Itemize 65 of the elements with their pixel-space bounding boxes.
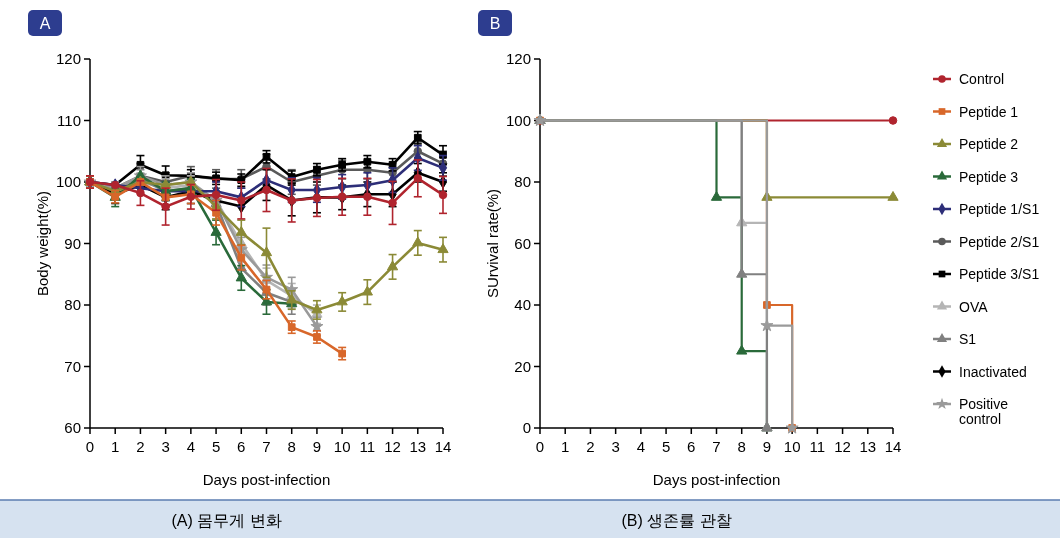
legend-label: S1	[959, 331, 977, 347]
y-axis-title: Body weight(%)	[34, 190, 51, 297]
x-tick-label: 12	[834, 438, 851, 455]
legend-label: Peptide 2	[959, 136, 1019, 152]
y-tick-label: 80	[64, 296, 81, 313]
legend-label: Peptide 3/S1	[959, 266, 1040, 282]
x-tick-label: 13	[859, 438, 877, 455]
y-tick-label: 80	[514, 173, 531, 190]
chart-title: A	[39, 15, 51, 32]
x-tick-label: 8	[737, 438, 746, 455]
y-tick-label: 40	[514, 296, 531, 313]
x-tick-label: 13	[409, 438, 427, 455]
x-tick-label: 3	[161, 438, 170, 455]
x-tick-label: 10	[333, 438, 351, 455]
x-tick-label: 6	[687, 438, 696, 455]
y-tick-label: 60	[64, 419, 81, 436]
x-tick-label: 3	[611, 438, 620, 455]
x-tick-label: 5	[211, 438, 221, 455]
panel-badge: B	[478, 10, 512, 36]
x-tick-label: 5	[661, 438, 671, 455]
x-tick-label: 6	[237, 438, 246, 455]
y-tick-label: 70	[64, 357, 81, 375]
panel-badge: A	[28, 10, 62, 36]
x-tick-label: 9	[312, 438, 322, 455]
x-axis-title: Days post-infection	[202, 471, 331, 488]
y-tick-label: 60	[514, 234, 531, 252]
x-tick-label: 0	[535, 438, 545, 455]
legend-label: Peptide 3	[959, 168, 1019, 185]
x-tick-label: 8	[287, 438, 296, 455]
y-tick-label: 120	[55, 50, 81, 67]
x-tick-label: 7	[262, 438, 271, 455]
legend-label: Inactivated	[959, 363, 1027, 380]
x-tick-label: 1	[111, 438, 120, 455]
y-axis-title: SUrvival rate(%)	[484, 188, 501, 299]
chart-title: B	[489, 15, 501, 32]
legend-label: OVA	[959, 298, 989, 315]
legend-label: Peptide 1/S1	[959, 201, 1040, 217]
x-tick-label: 10	[783, 438, 801, 455]
x-tick-label: 2	[586, 438, 595, 455]
y-tick-label: 0	[522, 419, 531, 436]
text: (B) 생존률 관찰	[621, 512, 732, 529]
y-tick-label: 100	[505, 111, 531, 129]
x-tick-label: 14	[884, 438, 902, 455]
x-axis-title: Days post-infection	[652, 471, 781, 488]
text: (A) 몸무게 변화	[171, 512, 282, 529]
x-tick-label: 12	[384, 438, 401, 455]
x-tick-label: 2	[136, 438, 145, 455]
y-tick-label: 90	[64, 234, 81, 252]
legend-label: Peptide 1	[959, 103, 1019, 120]
x-tick-label: 7	[712, 438, 721, 455]
x-tick-label: 14	[434, 438, 452, 455]
x-tick-label: 11	[359, 438, 376, 455]
legend-label: Peptide 2/S1	[959, 233, 1040, 250]
x-tick-label: 4	[636, 438, 646, 455]
y-tick-label: 120	[505, 50, 531, 67]
legend-label: Control	[959, 71, 1005, 87]
x-tick-label: 9	[762, 438, 772, 455]
x-tick-label: 4	[186, 438, 196, 455]
y-tick-label: 20	[514, 357, 531, 375]
y-tick-label: 110	[57, 111, 81, 129]
y-tick-label: 100	[55, 173, 81, 190]
x-tick-label: 11	[809, 438, 826, 455]
legend-label: Positive control	[959, 396, 1009, 427]
x-tick-label: 0	[85, 438, 95, 455]
x-tick-label: 1	[561, 438, 570, 455]
